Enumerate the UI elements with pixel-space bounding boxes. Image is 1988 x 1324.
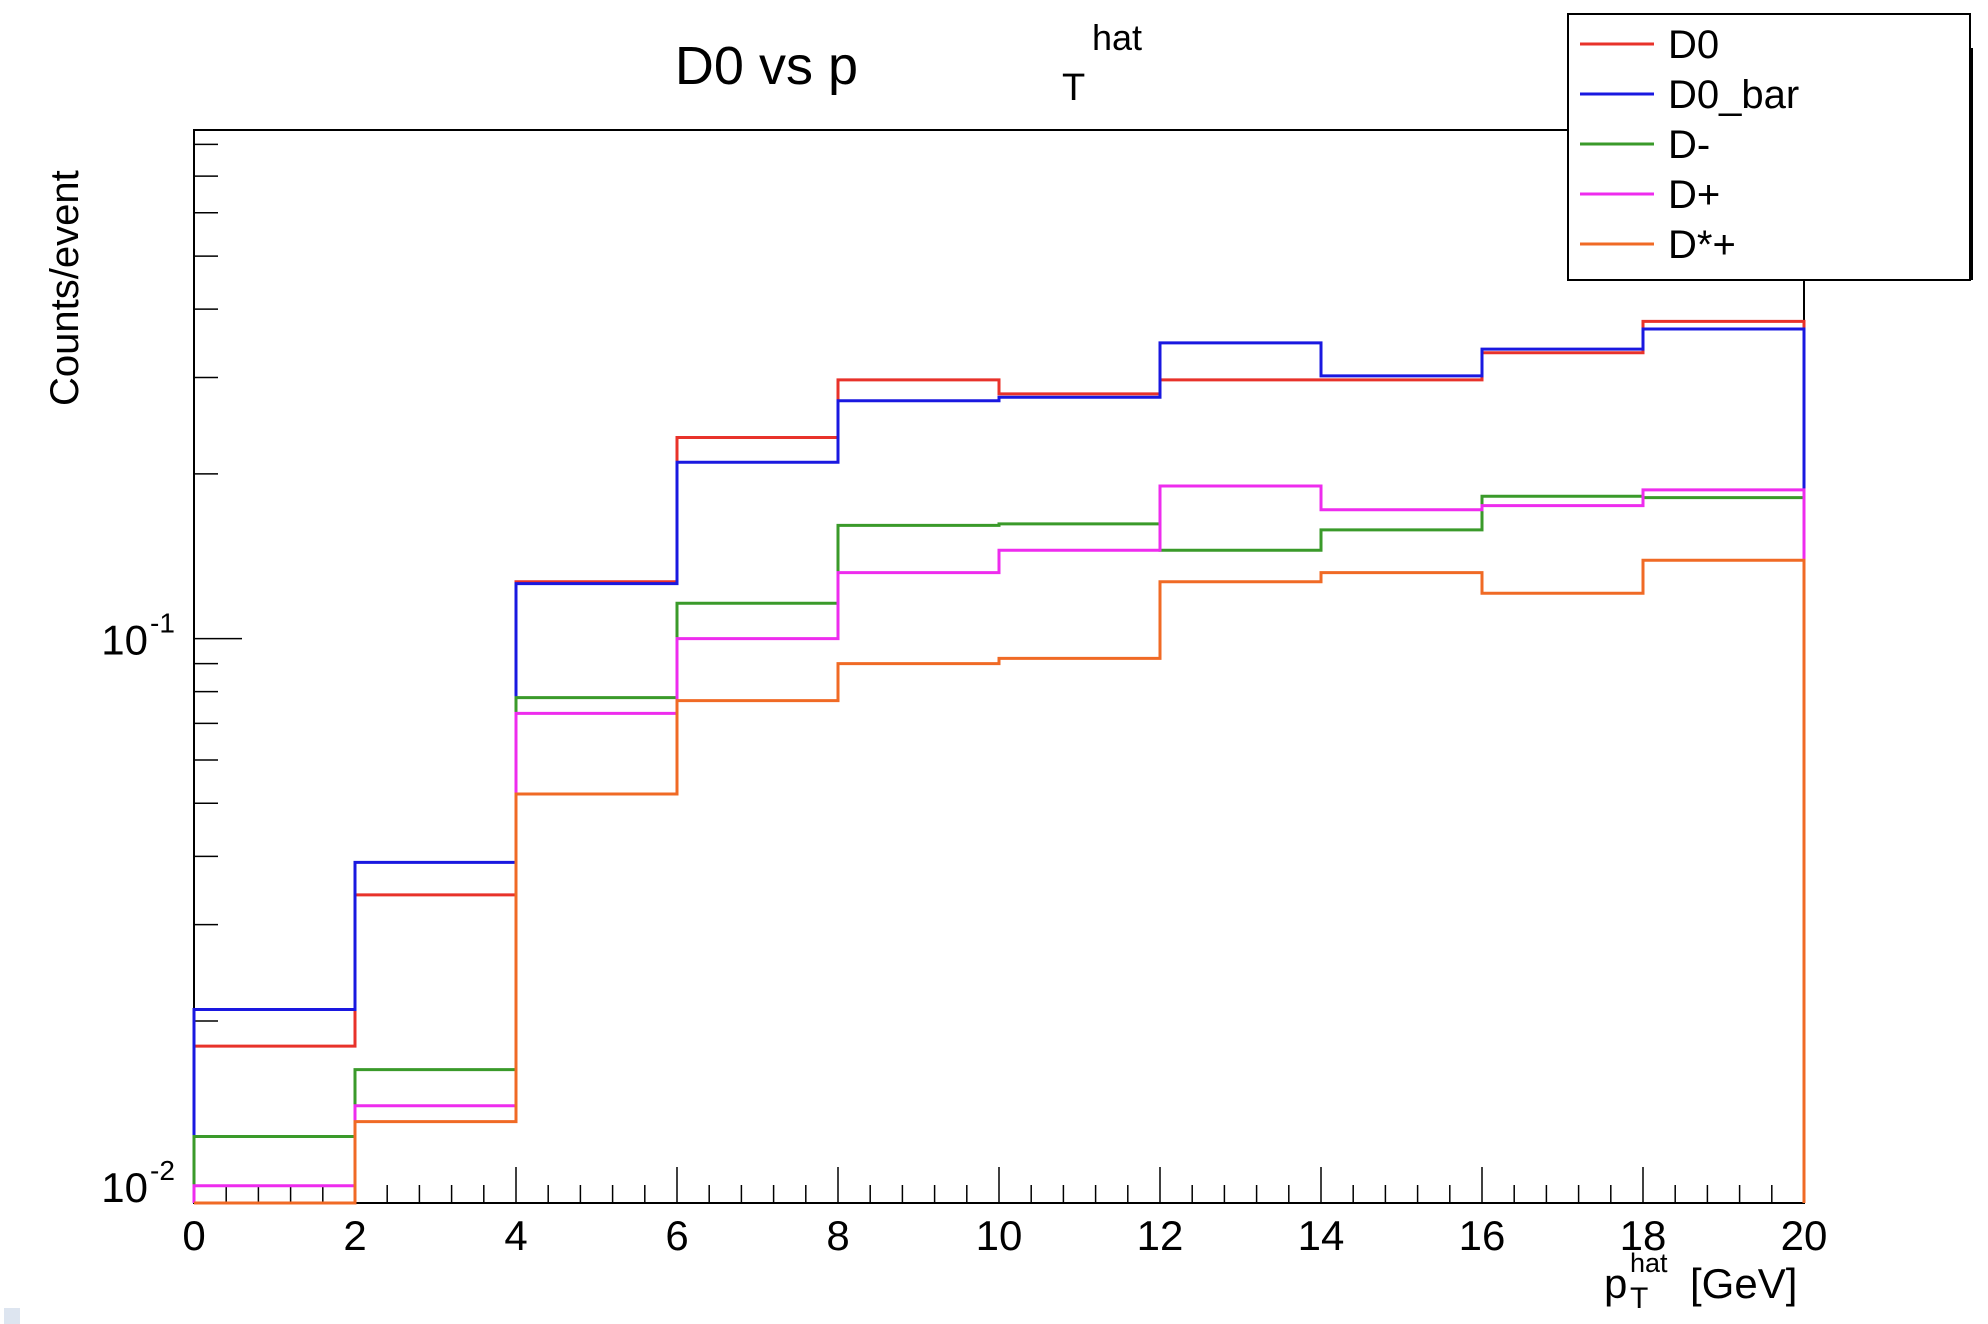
chart-title-subscript: T xyxy=(1062,67,1085,109)
x-axis-label-superscript: hat xyxy=(1630,1248,1668,1278)
corner-marker xyxy=(4,1308,20,1324)
y-axis-label: Counts/event xyxy=(43,170,87,406)
legend-label: D- xyxy=(1668,123,1710,167)
series-line-d0 xyxy=(192,319,1806,1203)
chart-title-superscript: hat xyxy=(1092,17,1142,58)
x-axis-label-main: p xyxy=(1604,1260,1627,1307)
y-tick-label-exponent: -1 xyxy=(150,608,175,639)
chart-title: D0 vs p xyxy=(675,36,858,96)
x-tick-label: 0 xyxy=(182,1212,205,1259)
y-tick-label-exponent: -2 xyxy=(150,1155,175,1186)
legend-label: D+ xyxy=(1668,173,1720,217)
x-axis-label-unit: [GeV] xyxy=(1690,1260,1797,1307)
series-line-d- xyxy=(192,494,1806,1203)
y-axis-ticks xyxy=(194,143,242,1187)
x-axis-ticks xyxy=(193,1167,1805,1203)
legend-label: D0_bar xyxy=(1668,73,1799,117)
x-tick-label: 4 xyxy=(504,1212,527,1259)
x-tick-label: 12 xyxy=(1137,1212,1184,1259)
x-tick-label: 20 xyxy=(1781,1212,1828,1259)
legend: D0 D0_bar D- D+ D*+ xyxy=(1567,13,1973,281)
x-tick-label: 2 xyxy=(343,1212,366,1259)
series-line-d- xyxy=(192,484,1806,1203)
series-line-d0-bar xyxy=(192,327,1806,1203)
x-tick-label: 8 xyxy=(826,1212,849,1259)
legend-shadow xyxy=(1970,48,1973,280)
y-tick-label-base: 10 xyxy=(101,1164,148,1211)
x-tick-label: 14 xyxy=(1298,1212,1345,1259)
x-axis-tick-labels: 0 2 4 6 8 10 12 14 16 18 20 xyxy=(182,1212,1827,1259)
y-tick-label: 10 -1 xyxy=(101,608,175,664)
x-tick-label: 16 xyxy=(1459,1212,1506,1259)
x-tick-label: 6 xyxy=(665,1212,688,1259)
legend-label: D*+ xyxy=(1668,223,1736,267)
legend-box xyxy=(1567,13,1971,281)
y-axis-tick-labels: 10-110-2 xyxy=(101,608,175,1211)
series-line-d- xyxy=(194,558,1806,1205)
histogram-series xyxy=(192,319,1806,1205)
plot-frame xyxy=(193,129,1805,1204)
x-axis-label-subscript: T xyxy=(1630,1282,1648,1315)
y-tick-label: 10 -2 xyxy=(101,1155,175,1211)
x-axis-label: p T hat [GeV] xyxy=(1604,1248,1797,1315)
x-tick-label: 10 xyxy=(976,1212,1023,1259)
legend-label: D0 xyxy=(1668,23,1719,67)
y-tick-label-base: 10 xyxy=(101,617,148,664)
x-tick-label: 18 xyxy=(1620,1212,1667,1259)
